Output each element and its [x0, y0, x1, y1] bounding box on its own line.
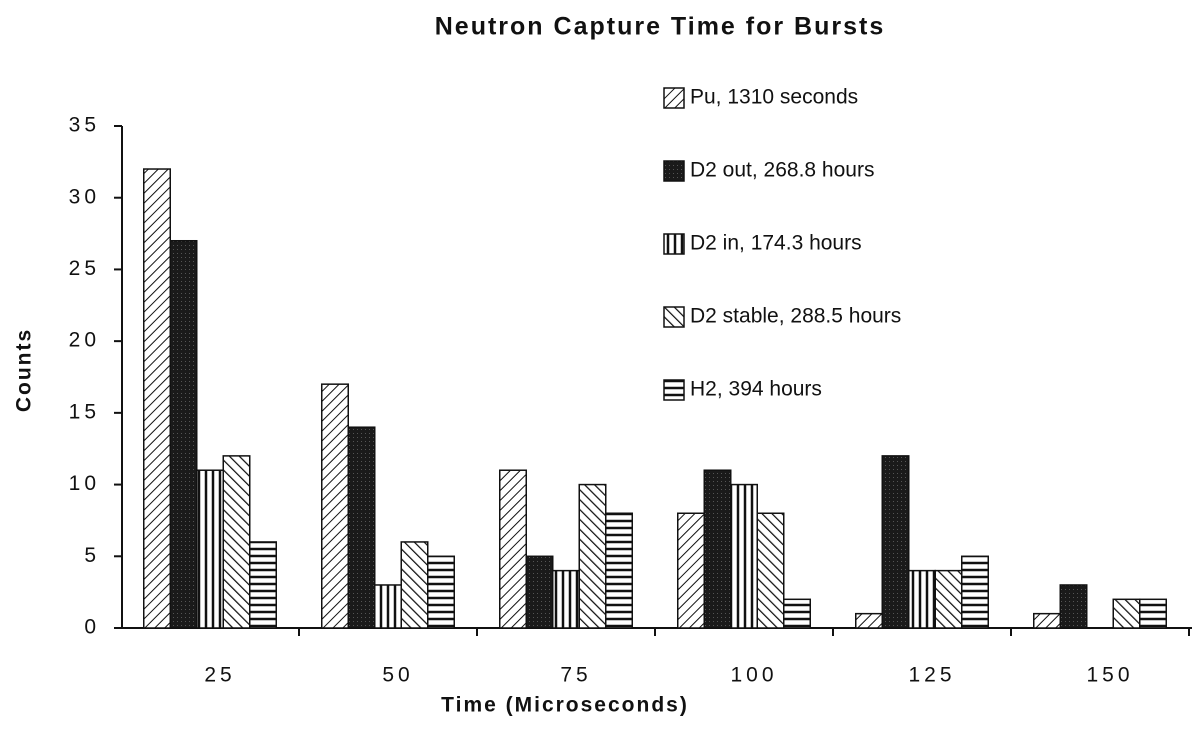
bar: [934, 569, 963, 629]
bar: [143, 168, 171, 629]
bar: [1139, 598, 1167, 629]
bar: [730, 483, 758, 629]
bar: [552, 569, 580, 629]
y-tick-label: 15: [69, 400, 100, 423]
bar: [1112, 598, 1141, 629]
bar: [525, 555, 554, 629]
bar: [169, 239, 198, 629]
y-tick-label: 35: [69, 114, 100, 137]
bar: [908, 569, 936, 629]
bar: [321, 383, 349, 629]
y-tick-label: 0: [84, 616, 100, 639]
y-tick-label: 5: [84, 544, 100, 567]
x-tick-label: 100: [730, 664, 777, 687]
legend-label: Pu, 1310 seconds: [690, 86, 858, 109]
legend-label: D2 in, 174.3 hours: [690, 232, 862, 255]
bar: [783, 598, 811, 629]
bar: [756, 512, 785, 629]
x-tick-label: 125: [908, 664, 955, 687]
legend-label: H2, 394 hours: [690, 378, 822, 401]
y-tick-label: 10: [69, 472, 100, 495]
bar: [881, 455, 910, 629]
bar: [196, 469, 224, 629]
legend-swatch: [663, 379, 685, 401]
x-tick-label: 150: [1086, 664, 1133, 687]
bar: [578, 483, 607, 629]
legend-label: D2 stable, 288.5 hours: [690, 305, 901, 328]
legend-swatch: [663, 160, 685, 182]
bar: [374, 584, 402, 629]
bar: [427, 555, 455, 629]
bar: [605, 512, 633, 629]
x-tick-label: 50: [382, 664, 413, 687]
y-axis-label: Counts: [13, 328, 36, 412]
legend-swatch: [663, 87, 685, 109]
bar: [222, 455, 251, 629]
y-tick-label: 25: [69, 257, 100, 280]
y-tick-label: 30: [69, 185, 100, 208]
x-tick-label: 75: [560, 664, 591, 687]
legend-swatch: [663, 233, 685, 255]
bar: [499, 469, 527, 629]
bar: [347, 426, 376, 629]
bar: [1033, 612, 1061, 629]
bar: [677, 512, 705, 629]
x-tick-label: 25: [204, 664, 235, 687]
bar: [855, 612, 883, 629]
x-axis-label: Time (Microseconds): [441, 694, 689, 717]
bar: [249, 541, 277, 629]
bar: [1059, 584, 1088, 629]
legend-swatch: [663, 306, 685, 328]
bar: [400, 541, 429, 629]
chart-title: Neutron Capture Time for Bursts: [435, 13, 885, 41]
bar: [961, 555, 989, 629]
legend-label: D2 out, 268.8 hours: [690, 159, 874, 182]
y-tick-label: 20: [69, 329, 100, 352]
bar: [703, 469, 732, 629]
